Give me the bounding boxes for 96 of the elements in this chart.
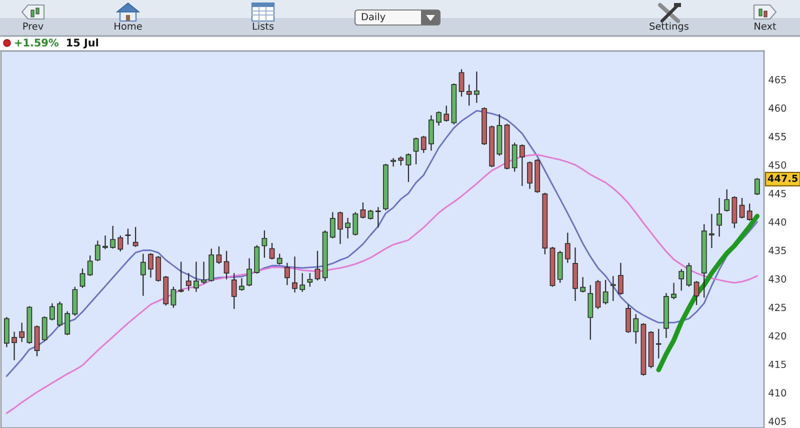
candlestick [519, 144, 525, 186]
candlestick [436, 111, 442, 126]
candlestick [224, 250, 230, 280]
candlestick [716, 198, 722, 237]
candlestick [352, 212, 358, 236]
candlestick [132, 226, 138, 247]
candlestick [474, 72, 480, 103]
text: Daily [362, 12, 386, 22]
y-tick-label: 455 [768, 133, 786, 140]
candlestick [231, 273, 237, 309]
y-tick-label: 460 [768, 104, 786, 112]
candlestick [618, 262, 624, 295]
candlestick [238, 278, 244, 291]
y-tick-label: 440 [768, 218, 786, 226]
text: Settings [650, 22, 688, 32]
candlestick [307, 273, 313, 287]
candlestick [49, 303, 55, 320]
line-series [6, 110, 758, 377]
candlestick [262, 230, 268, 258]
y-tick-label: 435 [768, 246, 786, 254]
candlestick [276, 254, 282, 265]
candlestick [678, 269, 684, 291]
candlestick [57, 302, 62, 327]
candlestick [314, 250, 320, 280]
y-tick-label: 425 [768, 304, 786, 312]
candlestick [194, 262, 199, 292]
y-tick-label: 430 [768, 275, 786, 283]
line-series [656, 214, 760, 372]
candlestick [186, 273, 192, 291]
candlestick [170, 286, 176, 308]
candlestick [338, 212, 343, 244]
candlestick [420, 136, 426, 153]
candlestick [269, 242, 275, 260]
candlestick [709, 214, 714, 248]
candlestick [724, 189, 730, 212]
text: Prev [23, 22, 44, 30]
candlestick [102, 236, 108, 250]
candlestick [754, 178, 760, 196]
candlestick [19, 322, 25, 342]
candlestick [413, 138, 419, 164]
text: Lists [252, 22, 274, 30]
candlestick [64, 311, 70, 336]
y-tick-label: 445 [768, 190, 786, 198]
candlestick [94, 240, 100, 262]
candlestick [345, 218, 351, 238]
candlestick [694, 281, 700, 305]
candlestick [602, 280, 608, 304]
y-tick-label: 420 [768, 332, 786, 340]
candlestick [201, 262, 206, 284]
candlestick [626, 304, 631, 333]
candlestick [746, 204, 752, 221]
candlestick [118, 236, 124, 252]
candlestick [140, 254, 146, 296]
candlestick [564, 232, 570, 263]
y-tick-label: 450 [768, 161, 786, 169]
candlestick [671, 282, 676, 300]
candlestick [156, 256, 161, 282]
y-tick-label: 410 [768, 389, 786, 397]
candlestick [580, 277, 586, 292]
candlestick [458, 69, 464, 97]
candlestick [406, 154, 412, 182]
candlestick [80, 268, 86, 288]
text: Home [114, 22, 142, 30]
candlestick [148, 253, 154, 278]
chart-title: +1.59% [15, 38, 59, 47]
candlestick [428, 115, 434, 151]
candlestick [375, 207, 381, 228]
candlestick [739, 198, 745, 218]
candlestick [330, 212, 336, 238]
candlestick [633, 314, 639, 344]
candlestick [610, 276, 616, 301]
candlestick [216, 246, 222, 264]
candlestick [466, 84, 472, 106]
candlestick [34, 326, 40, 356]
y-tick-label: 465 [768, 76, 786, 84]
text: Next [754, 22, 776, 30]
candlestick [42, 316, 48, 341]
y-tick-label: 415 [768, 360, 786, 368]
candlestick [246, 258, 252, 286]
candlestick [588, 285, 594, 340]
y-tick-label: 405 [768, 418, 786, 425]
candlestick [527, 161, 532, 189]
annotation: 447.5 [768, 174, 798, 182]
candlestick [110, 226, 116, 249]
candlestick [360, 202, 366, 218]
candlestick [284, 262, 290, 286]
chart-subtitle: 15 Jul [67, 38, 98, 48]
candlestick [292, 256, 298, 292]
candlestick [512, 142, 518, 172]
candlestick [444, 106, 450, 122]
candlestick [390, 158, 396, 167]
candlestick [686, 262, 692, 287]
candlestick [87, 255, 93, 276]
candlestick [125, 228, 131, 245]
candlestick [12, 332, 17, 360]
candlestick [300, 273, 306, 292]
